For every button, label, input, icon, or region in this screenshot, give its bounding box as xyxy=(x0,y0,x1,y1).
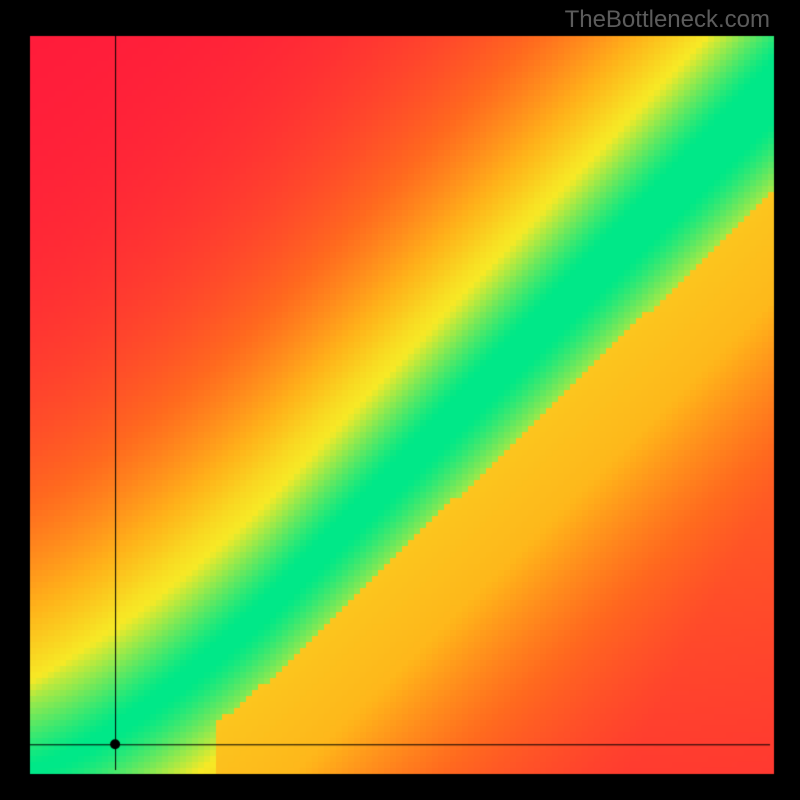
chart-container: TheBottleneck.com xyxy=(0,0,800,800)
bottleneck-heatmap-canvas xyxy=(0,0,800,800)
watermark-text: TheBottleneck.com xyxy=(565,6,770,34)
